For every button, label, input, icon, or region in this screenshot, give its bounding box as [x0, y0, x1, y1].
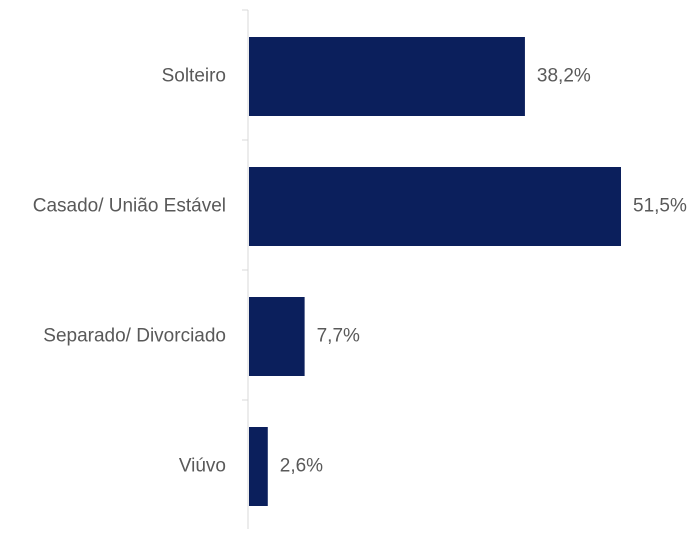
bar	[249, 167, 621, 246]
category-label: Separado/ Divorciado	[43, 326, 226, 347]
value-labels: 38,2% 51,5% 7,7% 2,6%	[280, 66, 687, 477]
bar	[249, 427, 268, 506]
category-label: Viúvo	[179, 456, 226, 477]
data-label: 38,2%	[537, 66, 591, 87]
bars-group	[249, 37, 621, 506]
category-labels: Solteiro Casado/ União Estável Separado/ D…	[33, 66, 226, 477]
data-label: 51,5%	[633, 196, 687, 217]
bar	[249, 297, 305, 376]
axis-ticks	[242, 9, 248, 531]
data-label: 2,6%	[280, 456, 323, 477]
data-label: 7,7%	[317, 326, 360, 347]
category-label: Casado/ União Estável	[33, 196, 226, 217]
category-label: Solteiro	[162, 66, 226, 87]
bar	[249, 37, 525, 116]
